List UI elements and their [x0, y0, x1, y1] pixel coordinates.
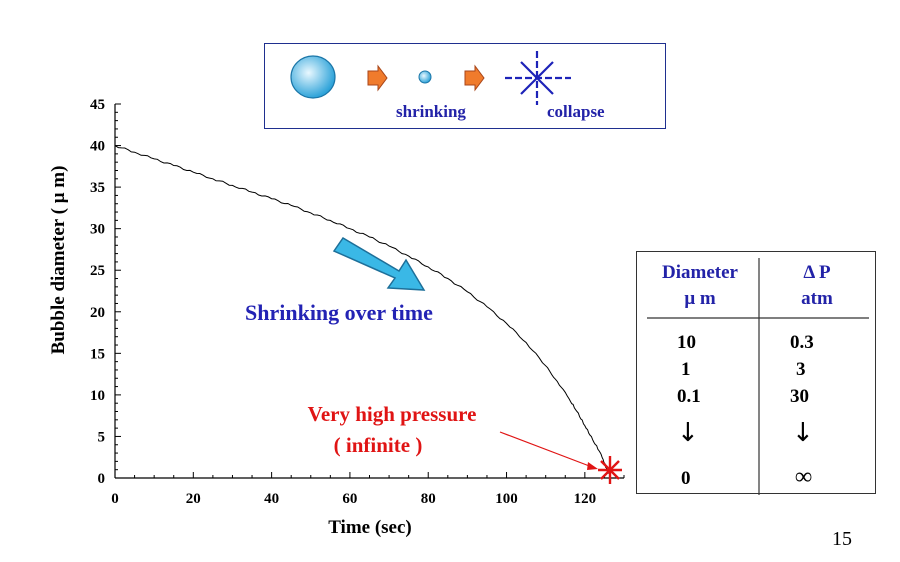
x-tick-label: 0: [111, 491, 119, 507]
x-tick-label: 80: [421, 491, 436, 507]
small-bubble-icon: [418, 70, 432, 84]
table-cell-pressure: 30: [790, 386, 809, 407]
y-tick-label: 30: [90, 222, 105, 238]
pressure-table: Diameter μ m Δ P atm 10 0.3 1 3 0.1 30 ↓…: [636, 251, 876, 495]
pressure-annotation-line2: ( infinite ): [333, 433, 423, 457]
down-arrow-icon: ↓: [677, 418, 699, 448]
bubble-legend-box: shrinking collapse: [264, 43, 666, 129]
diameter-header: Diameter: [662, 262, 738, 283]
pressure-unit-header: atm: [801, 288, 833, 309]
table-final-diameter: 0: [681, 468, 691, 489]
pressure-header: Δ P: [803, 262, 831, 283]
y-tick-label: 5: [98, 429, 106, 445]
trend-annotation: Shrinking over time: [245, 300, 433, 325]
x-tick-label: 20: [186, 491, 201, 507]
diameter-unit-header: μ m: [684, 288, 716, 309]
chart-series: [114, 145, 609, 474]
table-final-pressure: ∞: [795, 464, 813, 490]
y-tick-label: 10: [90, 388, 105, 404]
trend-arrow-icon: [332, 236, 426, 291]
y-tick-label: 40: [90, 139, 105, 155]
legend-graphics: [290, 51, 571, 105]
x-tick-label: 120: [574, 491, 597, 507]
table-cell-diameter: 10: [677, 332, 696, 353]
x-tick-label: 60: [342, 491, 357, 507]
table-lines: [647, 258, 869, 495]
table-cell-diameter: 1: [681, 359, 691, 380]
x-axis-label: Time (sec): [328, 517, 412, 538]
collapse-star-icon: [505, 51, 571, 105]
y-tick-label: 25: [90, 263, 105, 279]
page-number: 15: [832, 528, 852, 550]
down-arrow-icon: ↓: [792, 418, 814, 448]
y-tick-label: 35: [90, 180, 105, 196]
y-tick-label: 15: [90, 346, 105, 362]
chart-ticks: 0 20 40 60 80 100 120 0 5 10 15 20 25 30 35 40 45: [90, 97, 625, 507]
y-tick-label: 20: [90, 305, 105, 321]
pressure-leader-arrow: [499, 431, 598, 470]
orange-arrow-icon: [464, 64, 485, 92]
collapse-burst-icon: [598, 456, 622, 484]
large-bubble-icon: [290, 55, 336, 99]
shrinking-label: shrinking: [396, 102, 466, 121]
x-tick-label: 40: [264, 491, 279, 507]
collapse-label: collapse: [547, 102, 605, 121]
y-axis-label: Bubble diameter ( μ m): [48, 166, 69, 355]
table-cell-diameter: 0.1: [677, 386, 701, 407]
pressure-annotation-line1: Very high pressure: [307, 402, 477, 426]
x-tick-label: 100: [495, 491, 518, 507]
diameter-series-line: [114, 145, 609, 474]
y-tick-label: 45: [90, 97, 105, 113]
y-tick-label: 0: [98, 471, 106, 487]
table-cell-pressure: 0.3: [790, 332, 814, 353]
orange-arrow-icon: [367, 64, 388, 92]
table-cell-pressure: 3: [796, 359, 806, 380]
